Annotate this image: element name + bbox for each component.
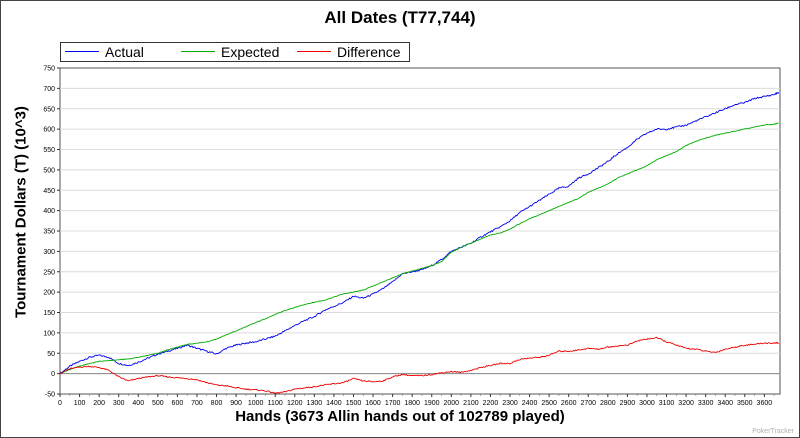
- legend-swatch-difference: [297, 51, 331, 52]
- y-tick-label: 100: [43, 330, 55, 337]
- x-tick-label: 1400: [326, 400, 342, 407]
- legend-swatch-expected: [181, 51, 215, 52]
- legend-entry-difference: Difference: [293, 43, 409, 61]
- x-tick-label: 1600: [365, 400, 381, 407]
- x-tick-label: 300: [113, 400, 125, 407]
- x-tick-label: 400: [132, 400, 144, 407]
- x-tick-label: 2700: [580, 400, 596, 407]
- series-line-actual: [59, 92, 780, 374]
- x-tick-label: 1100: [268, 400, 283, 407]
- x-tick-label: 3100: [659, 400, 675, 407]
- legend-label-actual: Actual: [105, 44, 144, 60]
- series-line-difference: [59, 336, 779, 394]
- x-axis-label: Hands (3673 Allin hands out of 102789 pl…: [235, 408, 565, 425]
- y-tick-label: 450: [43, 188, 55, 195]
- x-tick-label: 3400: [717, 400, 733, 407]
- x-tick-label: 2900: [620, 400, 636, 407]
- x-tick-label: 3300: [698, 400, 714, 407]
- x-tick-label: 600: [172, 400, 184, 407]
- y-tick-label: 200: [43, 290, 55, 297]
- x-tick-label: 3200: [678, 400, 694, 407]
- x-tick-label: 2100: [463, 400, 479, 407]
- x-tick-label: 900: [230, 400, 242, 407]
- x-tick-label: 1200: [287, 400, 303, 407]
- y-tick-label: 500: [43, 167, 55, 174]
- x-tick-label: 2400: [522, 400, 538, 407]
- x-tick-label: 500: [152, 400, 164, 407]
- legend-swatch-actual: [65, 51, 99, 52]
- y-tick-label: 150: [43, 310, 55, 317]
- x-tick-label: 800: [211, 400, 223, 407]
- y-tick-label: 0: [51, 371, 55, 378]
- x-tick-label: 3500: [737, 400, 753, 407]
- x-tick-label: 2600: [561, 400, 577, 407]
- legend-label-difference: Difference: [337, 44, 401, 60]
- y-tick-label: 650: [43, 106, 55, 113]
- y-tick-label: 50: [47, 351, 55, 358]
- watermark: PokerTracker: [752, 428, 794, 435]
- x-tick-label: 1700: [385, 400, 401, 407]
- x-tick-label: 2800: [600, 400, 616, 407]
- x-tick-label: 2300: [502, 400, 518, 407]
- x-tick-label: 3600: [757, 400, 773, 407]
- chart-legend: Actual Expected Difference: [60, 42, 410, 62]
- x-tick-label: 1900: [424, 400, 440, 407]
- y-tick-label: 700: [43, 86, 55, 93]
- chart-title: All Dates (T77,744): [324, 8, 476, 27]
- x-tick-label: 1300: [307, 400, 323, 407]
- x-tick-label: 1800: [404, 400, 420, 407]
- x-tick-label: 0: [58, 400, 62, 407]
- y-tick-label: -50: [45, 392, 55, 399]
- x-tick-label: 2500: [541, 400, 557, 407]
- legend-entry-expected: Expected: [177, 43, 293, 61]
- y-tick-label: 550: [43, 147, 55, 154]
- x-tick-label: 2000: [444, 400, 460, 407]
- y-axis-label: Tournament Dollars (T) (10^3): [12, 106, 30, 318]
- legend-entry-actual: Actual: [61, 43, 177, 61]
- x-tick-label: 3000: [639, 400, 655, 407]
- y-tick-label: 750: [43, 66, 55, 73]
- y-tick-label: 350: [43, 229, 55, 236]
- x-tick-label: 1500: [346, 400, 362, 407]
- x-tick-label: 200: [93, 400, 105, 407]
- x-tick-label: 700: [191, 400, 203, 407]
- x-tick-label: 100: [74, 400, 86, 407]
- series-line-expected: [59, 122, 779, 375]
- y-tick-label: 250: [43, 269, 55, 276]
- x-tick-label: 2200: [483, 400, 499, 407]
- x-tick-label: 1000: [248, 400, 264, 407]
- y-tick-label: 400: [43, 208, 55, 215]
- y-tick-label: 600: [43, 127, 55, 134]
- legend-label-expected: Expected: [221, 44, 280, 60]
- y-tick-label: 300: [43, 249, 55, 256]
